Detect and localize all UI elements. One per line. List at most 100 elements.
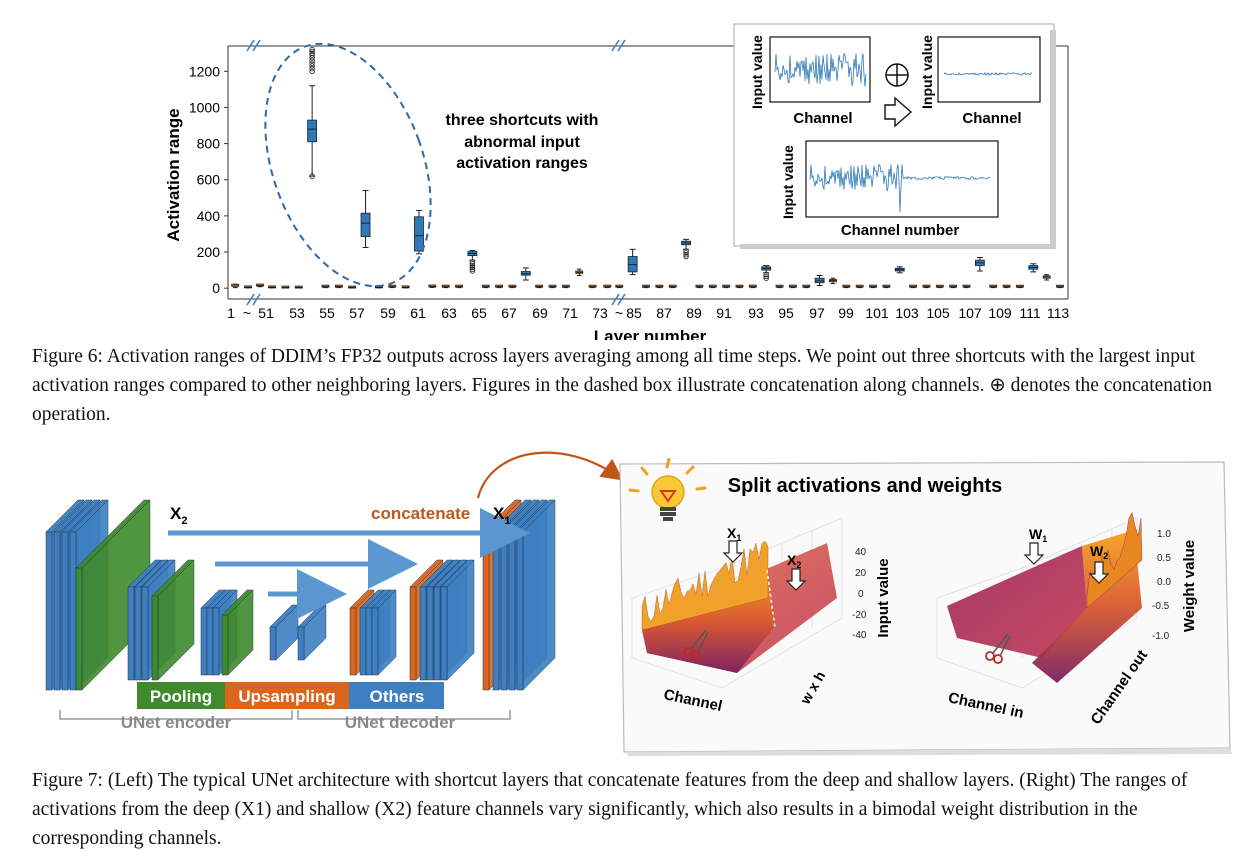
box-body bbox=[748, 284, 757, 288]
x-tick-label: 105 bbox=[926, 305, 950, 321]
figure6-caption: Figure 6: Activation ranges of DDIM’s FP… bbox=[32, 346, 1213, 425]
x-tick-label: 61 bbox=[410, 305, 426, 321]
svg-text:1.0: 1.0 bbox=[1157, 529, 1171, 540]
box-mark bbox=[348, 285, 357, 289]
svg-text:0: 0 bbox=[858, 589, 864, 600]
inset-c-xlabel: Channel number bbox=[841, 222, 960, 239]
box-mark bbox=[748, 284, 757, 289]
block-layer bbox=[297, 626, 305, 661]
x-tick-label: 85 bbox=[626, 305, 642, 321]
box-outlier bbox=[469, 264, 476, 271]
inset-b-ylabel: Input value bbox=[919, 35, 935, 109]
decoder-label: UNet decoder bbox=[345, 713, 456, 732]
box-mark bbox=[256, 283, 264, 288]
box-outlier bbox=[683, 248, 689, 254]
box-body bbox=[441, 284, 450, 288]
box-mark bbox=[695, 284, 704, 289]
activation-zlabel: Input value bbox=[875, 558, 892, 637]
legend-upsampling bbox=[225, 682, 349, 709]
box-mark bbox=[244, 285, 252, 289]
block-layer bbox=[359, 607, 367, 676]
box-mark bbox=[802, 284, 811, 289]
svg-text:-20: -20 bbox=[852, 610, 867, 621]
svg-text:20: 20 bbox=[855, 568, 867, 579]
box-mark bbox=[722, 284, 731, 289]
x-tick-label: 55 bbox=[319, 305, 335, 321]
y-axis-label: Activation range bbox=[164, 108, 183, 241]
box-mark bbox=[842, 284, 851, 289]
x-axis-ticks: 1 ~51 53 55 57 59 61 63 65 67 69 71 73 ~85 87 89 91 93 95 9… bbox=[227, 305, 1069, 321]
block-layer bbox=[200, 607, 208, 676]
x-tick-label: 59 bbox=[380, 305, 396, 321]
lightbulb-icon bbox=[628, 458, 707, 521]
block-layer bbox=[75, 567, 83, 691]
box-body bbox=[949, 284, 958, 288]
box-mark bbox=[974, 256, 985, 272]
box-outlier bbox=[763, 271, 769, 278]
svg-text:Pooling: Pooling bbox=[150, 687, 212, 706]
concat-inset: Input value Channel Input value Channel … bbox=[733, 23, 1056, 249]
down-arrow-icon bbox=[884, 96, 913, 128]
box-mark bbox=[561, 284, 570, 289]
x-tick-label: 57 bbox=[349, 305, 365, 321]
box-mark bbox=[414, 209, 424, 255]
box-mark bbox=[307, 46, 318, 179]
axis-break-marks bbox=[246, 39, 626, 306]
box-body bbox=[428, 284, 437, 288]
box-mark bbox=[428, 284, 437, 288]
box-mark bbox=[894, 266, 905, 274]
block-layer bbox=[522, 499, 556, 691]
block-layer bbox=[269, 626, 277, 661]
box-outlier bbox=[309, 48, 315, 55]
block-layer bbox=[69, 531, 77, 691]
block-layer bbox=[134, 586, 142, 681]
box-mark bbox=[495, 284, 503, 289]
block-layer bbox=[221, 614, 229, 676]
x-tick-label: 63 bbox=[441, 305, 457, 321]
box-mark bbox=[708, 284, 717, 289]
box-mark bbox=[775, 284, 784, 289]
box-body bbox=[508, 284, 517, 288]
box-outlier bbox=[309, 63, 315, 69]
box-body bbox=[495, 284, 503, 288]
svg-text:W1: W1 bbox=[1029, 526, 1047, 544]
figure6-chart: 0 200 400 600 800 1000 1200 1 ~51 53 55 57 59 61 63 65… bbox=[164, 23, 1069, 340]
x-tick-label: 103 bbox=[895, 305, 919, 321]
box-mark bbox=[855, 284, 864, 289]
box-mark bbox=[1002, 284, 1011, 289]
block-layer bbox=[500, 531, 508, 691]
legend-pooling bbox=[137, 682, 225, 709]
box-body bbox=[775, 284, 784, 288]
svg-text:X2: X2 bbox=[787, 552, 801, 570]
svg-text:40: 40 bbox=[855, 547, 867, 558]
block-layer bbox=[482, 531, 490, 691]
block-layer bbox=[45, 531, 53, 691]
x1-pointer-icon bbox=[722, 540, 744, 563]
encoder-decoder-brackets bbox=[59, 710, 511, 720]
box-mark bbox=[882, 284, 891, 289]
svg-text:three shortcuts with: three shortcuts with bbox=[446, 112, 599, 129]
box-outlier bbox=[309, 50, 315, 56]
x-tick-label: ~ bbox=[243, 305, 251, 321]
box-body bbox=[722, 284, 731, 288]
box-mark bbox=[548, 284, 557, 289]
box-body bbox=[481, 284, 490, 288]
box-mark bbox=[1016, 284, 1024, 289]
box-body bbox=[814, 277, 825, 284]
block-layer bbox=[61, 531, 69, 691]
box-mark bbox=[294, 285, 303, 289]
box-mark bbox=[814, 275, 825, 286]
box-body bbox=[561, 284, 570, 288]
x-tick-label: 69 bbox=[532, 305, 548, 321]
block-layer bbox=[492, 531, 500, 691]
box-mark bbox=[388, 284, 397, 289]
box-mark bbox=[334, 284, 343, 289]
box-body bbox=[414, 216, 424, 252]
box-body bbox=[922, 284, 931, 288]
box-body bbox=[1016, 284, 1024, 288]
box-outlier bbox=[309, 57, 315, 64]
box-body bbox=[603, 284, 612, 288]
svg-text:-40: -40 bbox=[852, 630, 867, 641]
block-layer bbox=[127, 586, 135, 681]
encoder-label: UNet encoder bbox=[121, 713, 232, 732]
